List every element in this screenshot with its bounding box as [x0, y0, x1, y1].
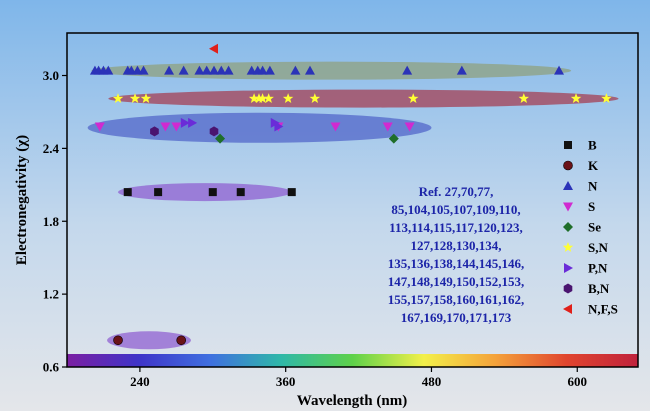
band-s-n — [108, 89, 619, 108]
reference-note-line: 147,148,149,150,152,153, — [388, 274, 525, 289]
point-k — [113, 335, 123, 346]
point-s-n — [257, 93, 268, 103]
reference-note-line: 113,114,115,117,120,123, — [389, 220, 523, 235]
legend-label: B — [588, 138, 597, 153]
spectrum-bar — [67, 354, 638, 367]
legend-label: B,N — [588, 281, 610, 296]
x-tick-label: 360 — [276, 374, 296, 389]
point-n — [223, 65, 234, 75]
x-tick-label: 240 — [130, 374, 150, 389]
x-tick-label: 600 — [568, 374, 588, 389]
legend-marker — [563, 304, 572, 314]
legend-marker — [563, 283, 573, 294]
point-n — [194, 65, 205, 75]
legend-label: Se — [588, 220, 601, 235]
point-b-n — [150, 126, 159, 137]
reference-note-line: Ref. 27,70,77, — [419, 184, 494, 199]
legend-marker — [564, 141, 572, 149]
band-k — [107, 331, 191, 350]
legend-marker — [563, 160, 573, 171]
legend-label: K — [588, 158, 599, 173]
y-tick-label: 3.0 — [43, 68, 59, 83]
reference-note-line: 85,104,105,107,109,110, — [391, 202, 520, 217]
point-b — [208, 188, 217, 197]
point-s-n — [140, 93, 152, 103]
y-tick-label: 1.8 — [43, 214, 60, 229]
legend-marker — [563, 181, 573, 190]
y-tick-label: 0.6 — [43, 360, 60, 375]
point-p-n — [180, 117, 190, 128]
point-se — [215, 133, 226, 144]
legend-label: S,N — [588, 240, 608, 255]
y-tick-label: 2.4 — [43, 141, 60, 156]
point-b — [154, 188, 163, 197]
point-s-n — [518, 93, 529, 103]
legend-label: N,F,S — [588, 302, 618, 317]
point-s — [160, 122, 171, 132]
point-s-n — [408, 93, 419, 103]
point-n — [201, 65, 212, 75]
point-n — [209, 65, 220, 75]
point-n — [554, 65, 565, 75]
legend-marker — [562, 242, 574, 252]
point-s — [382, 122, 393, 132]
point-s — [330, 122, 341, 132]
point-b-n — [209, 126, 219, 137]
band-n — [91, 61, 572, 80]
point-se — [388, 133, 399, 144]
point-n — [216, 65, 227, 75]
point-b — [123, 188, 132, 197]
point-s-n — [282, 93, 294, 103]
point-b — [287, 188, 296, 197]
point-s-n — [309, 93, 321, 103]
point-n — [138, 65, 149, 75]
legend-label: N — [588, 179, 598, 194]
plot-frame — [66, 32, 639, 368]
reference-note-line: 135,136,138,144,145,146, — [388, 256, 525, 271]
point-p-n — [274, 121, 284, 132]
point-s — [404, 122, 415, 132]
point-b — [236, 188, 245, 197]
point-s-n — [112, 93, 124, 103]
point-s-n — [248, 93, 260, 103]
legend-label: P,N — [588, 261, 608, 276]
point-n-f-s — [209, 43, 219, 54]
point-n — [304, 65, 315, 75]
legend-label: S — [588, 199, 595, 214]
point-n — [257, 65, 268, 75]
band-b — [118, 183, 292, 202]
point-s-n — [129, 93, 141, 103]
x-tick-label: 480 — [422, 374, 442, 389]
point-n — [456, 65, 467, 75]
band-s-p-n-b-n-se — [87, 112, 432, 143]
point-n — [178, 65, 189, 75]
point-s — [171, 122, 182, 132]
legend-marker — [563, 202, 573, 212]
point-n — [103, 65, 114, 75]
point-s — [94, 122, 105, 132]
point-k — [176, 335, 186, 346]
point-p-n — [188, 117, 198, 128]
y-tick-label: 1.2 — [43, 287, 59, 302]
point-s-n — [601, 93, 612, 103]
point-n — [402, 65, 413, 75]
point-n — [264, 65, 275, 75]
y-axis-title: Electronegativity (χ) — [14, 135, 30, 265]
point-s-n — [263, 93, 274, 103]
x-axis-title: Wavelength (nm) — [297, 393, 407, 409]
reference-note-line: 167,169,170,171,173 — [401, 310, 512, 325]
reference-note-line: 155,157,158,160,161,162, — [388, 292, 525, 307]
reference-note-line: 127,128,130,134, — [411, 238, 502, 253]
point-n — [164, 65, 175, 75]
legend-marker — [563, 222, 573, 232]
point-s-n — [570, 93, 582, 103]
point-n — [290, 65, 301, 75]
legend-marker — [564, 263, 573, 273]
